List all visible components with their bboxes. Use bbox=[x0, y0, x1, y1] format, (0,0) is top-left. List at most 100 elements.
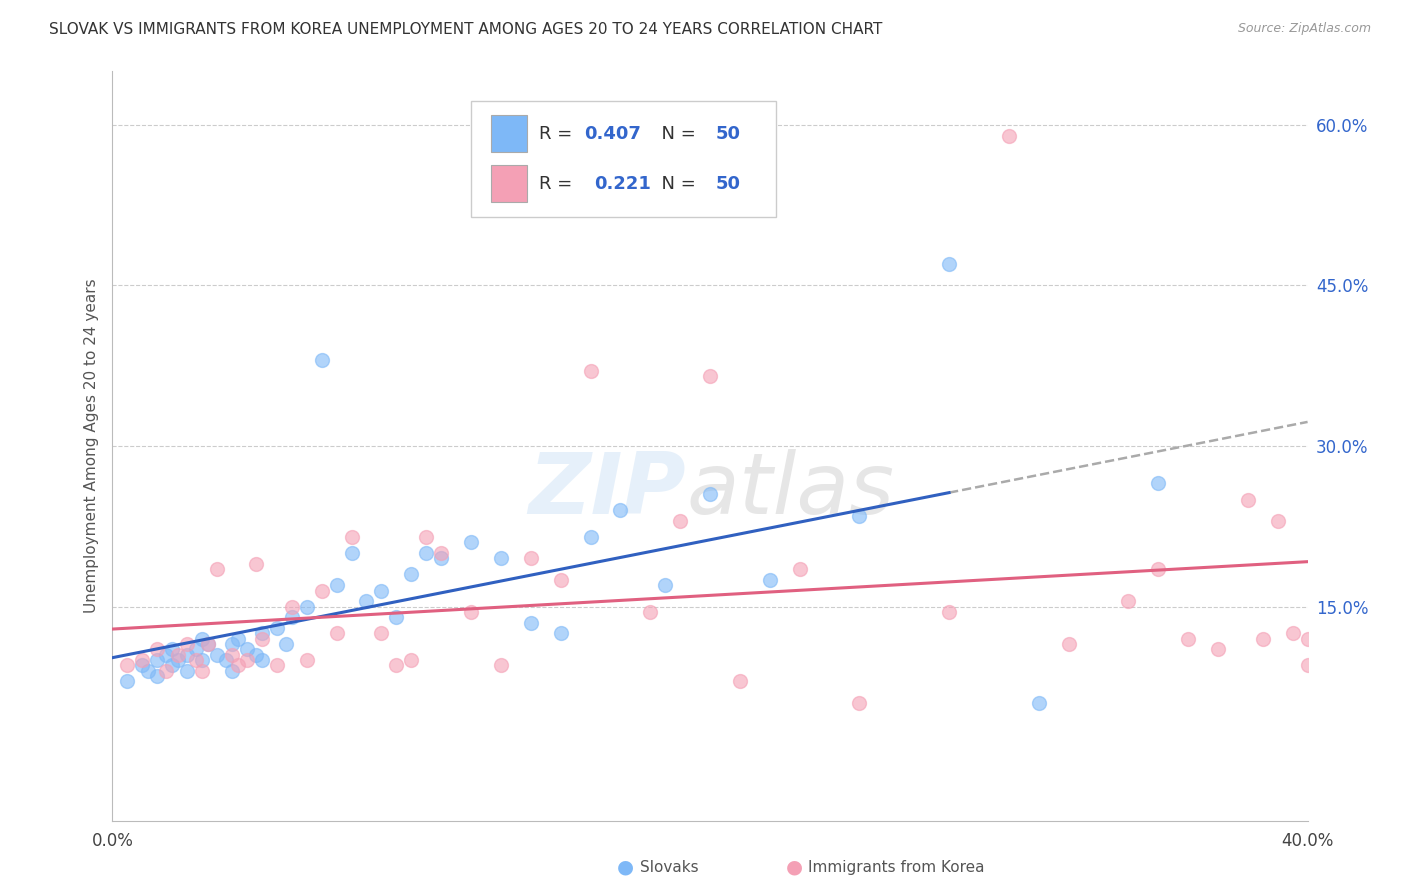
Point bbox=[236, 642, 259, 657]
Point bbox=[295, 653, 318, 667]
Point bbox=[1267, 514, 1289, 528]
Point bbox=[848, 508, 870, 523]
Point bbox=[155, 664, 177, 678]
Point bbox=[1237, 492, 1260, 507]
Point bbox=[162, 642, 183, 657]
Text: N =: N = bbox=[650, 175, 702, 193]
Point bbox=[167, 648, 190, 662]
Point bbox=[325, 626, 347, 640]
Point bbox=[131, 653, 153, 667]
Point bbox=[311, 583, 333, 598]
Point bbox=[579, 364, 602, 378]
Point bbox=[1251, 632, 1274, 646]
Point bbox=[938, 257, 960, 271]
Text: 50: 50 bbox=[716, 125, 741, 143]
Point bbox=[1147, 476, 1170, 491]
Point bbox=[370, 626, 392, 640]
Point bbox=[1147, 562, 1170, 576]
Point bbox=[669, 514, 692, 528]
Point bbox=[186, 653, 208, 667]
Point bbox=[1177, 632, 1199, 646]
FancyBboxPatch shape bbox=[471, 102, 776, 218]
Text: R =: R = bbox=[538, 175, 578, 193]
Point bbox=[146, 669, 169, 683]
Text: SLOVAK VS IMMIGRANTS FROM KOREA UNEMPLOYMENT AMONG AGES 20 TO 24 YEARS CORRELATI: SLOVAK VS IMMIGRANTS FROM KOREA UNEMPLOY… bbox=[49, 22, 883, 37]
Point bbox=[325, 578, 347, 592]
Point bbox=[460, 535, 482, 549]
Point bbox=[250, 626, 273, 640]
Point bbox=[186, 642, 208, 657]
Point bbox=[699, 369, 721, 384]
FancyBboxPatch shape bbox=[491, 115, 527, 153]
Point bbox=[415, 546, 437, 560]
Point bbox=[146, 642, 169, 657]
Text: Source: ZipAtlas.com: Source: ZipAtlas.com bbox=[1237, 22, 1371, 36]
Point bbox=[489, 551, 512, 566]
Point bbox=[430, 546, 453, 560]
Point bbox=[191, 653, 214, 667]
Point bbox=[370, 583, 392, 598]
Point bbox=[197, 637, 219, 651]
Point bbox=[998, 128, 1021, 143]
Point bbox=[176, 648, 198, 662]
Point bbox=[1057, 637, 1080, 651]
Point bbox=[205, 648, 228, 662]
Point bbox=[550, 573, 572, 587]
Point bbox=[489, 658, 512, 673]
Point bbox=[520, 551, 543, 566]
Point bbox=[236, 653, 259, 667]
Point bbox=[1281, 626, 1303, 640]
Point bbox=[311, 353, 333, 368]
Point bbox=[1296, 632, 1319, 646]
Point bbox=[221, 664, 243, 678]
Point bbox=[340, 546, 363, 560]
Point bbox=[938, 605, 960, 619]
Point bbox=[1296, 658, 1319, 673]
Point bbox=[340, 530, 363, 544]
Point bbox=[245, 557, 267, 571]
Text: R =: R = bbox=[538, 125, 578, 143]
Point bbox=[245, 648, 267, 662]
Point bbox=[167, 653, 190, 667]
Point bbox=[205, 562, 228, 576]
Point bbox=[250, 632, 273, 646]
Text: 50: 50 bbox=[716, 175, 741, 193]
Point bbox=[460, 605, 482, 619]
Text: Immigrants from Korea: Immigrants from Korea bbox=[808, 860, 986, 874]
Point bbox=[430, 551, 453, 566]
Point bbox=[401, 567, 423, 582]
Point bbox=[759, 573, 782, 587]
Point bbox=[117, 658, 139, 673]
Point bbox=[640, 605, 662, 619]
Point bbox=[281, 599, 304, 614]
Point bbox=[274, 637, 297, 651]
Point bbox=[162, 658, 183, 673]
Point bbox=[1118, 594, 1140, 608]
Point bbox=[356, 594, 378, 608]
Text: ●: ● bbox=[617, 857, 634, 877]
Point bbox=[266, 621, 288, 635]
Point bbox=[550, 626, 572, 640]
Point bbox=[728, 674, 751, 689]
Point bbox=[155, 648, 177, 662]
FancyBboxPatch shape bbox=[491, 165, 527, 202]
Point bbox=[295, 599, 318, 614]
Point bbox=[146, 653, 169, 667]
Point bbox=[250, 653, 273, 667]
Point bbox=[1028, 696, 1050, 710]
Point bbox=[191, 632, 214, 646]
Point bbox=[385, 610, 408, 624]
Point bbox=[281, 610, 304, 624]
Point bbox=[385, 658, 408, 673]
Point bbox=[176, 664, 198, 678]
Point bbox=[579, 530, 602, 544]
Point bbox=[520, 615, 543, 630]
Point bbox=[138, 664, 160, 678]
Text: atlas: atlas bbox=[686, 450, 894, 533]
Point bbox=[176, 637, 198, 651]
Point bbox=[1206, 642, 1229, 657]
Point bbox=[117, 674, 139, 689]
Text: Slovaks: Slovaks bbox=[640, 860, 699, 874]
Text: 0.221: 0.221 bbox=[595, 175, 651, 193]
Point bbox=[609, 503, 631, 517]
